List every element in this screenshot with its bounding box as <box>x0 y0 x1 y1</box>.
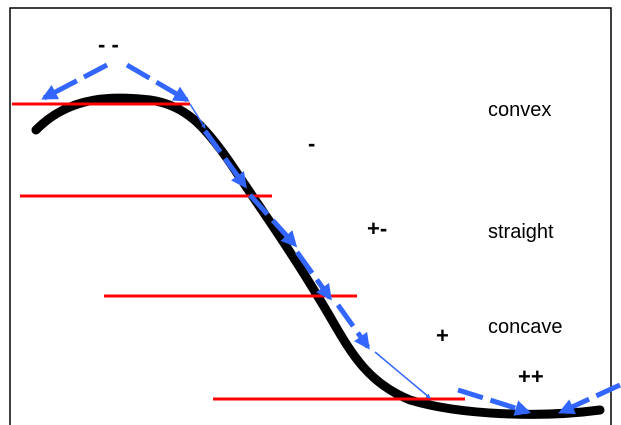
flow-arrow-bottom-left <box>457 387 532 416</box>
label-plus-minus: +- <box>367 216 387 241</box>
flow-arrow-slope-4 <box>335 303 371 350</box>
label-plus: + <box>436 323 449 348</box>
label-straight: straight <box>488 221 554 243</box>
label-double-minus: - - <box>98 32 119 57</box>
label-double-plus: ++ <box>518 364 544 389</box>
flow-arrow-slope-1 <box>202 129 248 189</box>
profile-curve <box>31 93 605 419</box>
flow-arrow-thin-lower <box>374 351 431 399</box>
flow-arrow-slope-2 <box>248 193 298 248</box>
flow-arrow-top-left <box>41 62 109 101</box>
flow-arrow-top-right <box>125 62 190 103</box>
label-minus: - <box>308 131 315 156</box>
flow-arrow-slope-3 <box>294 250 333 301</box>
flow-arrow-thin-upper <box>189 103 206 129</box>
label-concave: concave <box>488 316 563 338</box>
frame-border <box>9 7 612 425</box>
flow-arrow-bottom-right <box>558 382 621 415</box>
label-convex: convex <box>488 99 551 121</box>
